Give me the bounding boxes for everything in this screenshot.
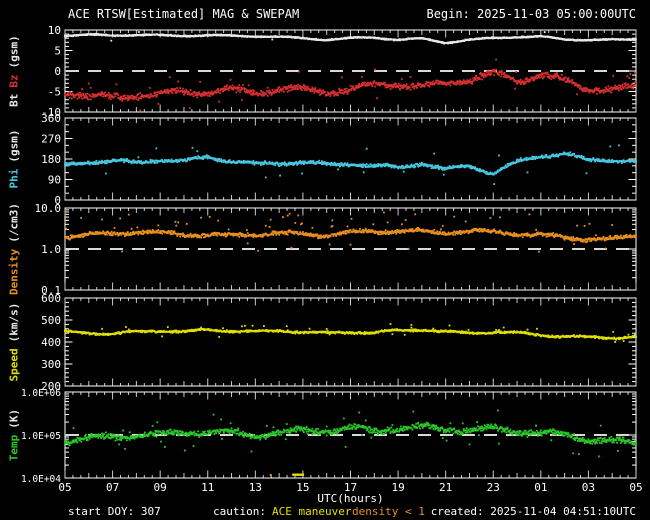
footer-caution-label: caution: [213,505,266,518]
panel-bt-bz: 10 5 0 -5 -10 [41,24,637,119]
y-tick-label: 1.0E+04 [21,474,61,485]
y-tick-label: 400 [41,336,61,349]
y-tick-label: 0 [54,194,61,207]
y-axis-label-part: Density [7,248,21,296]
footer-start-doy: start DOY: 307 [68,505,161,518]
y-tick-label: 1.0E+05 [21,431,61,442]
x-tick-label: 11 [201,481,214,494]
y-tick-label: 0.1 [41,284,61,297]
y-axis-label-part: Phi [7,168,21,189]
y-axis-label-part: (K) [7,408,21,429]
x-tick-label: 17 [344,481,357,494]
y-tick-label: 180 [41,153,61,166]
y-axis-label-part: Bz [7,74,21,88]
y-axis-label-part: (gsm) [7,35,21,69]
series-bt [64,31,637,45]
y-tick-label: 200 [41,380,61,393]
y-tick-label: 5 [54,45,61,58]
y-tick-label: 500 [41,314,61,327]
y-axis-label-speed: Speed (km/s) [8,300,21,385]
y-tick-label: -10 [41,106,61,119]
y-tick-label: 90 [48,174,61,187]
y-tick-label: 600 [41,292,61,305]
y-axis-label-part: (/cm3) [7,202,21,243]
y-tick-label: 360 [41,112,61,125]
x-tick-label: 21 [439,481,452,494]
x-tick-label: 09 [154,481,167,494]
y-axis-label-part: Temp [7,434,21,462]
x-tick-label: 07 [106,481,119,494]
y-tick-label: -5 [48,86,61,99]
x-tick-label: 13 [249,481,262,494]
y-axis-label-bt-bz: Bt Bz (gsm) [8,32,21,110]
y-axis-label-phi: Phi (gsm) [8,127,21,192]
footer-created-timestamp: created: 2025-11-04 04:51:10UTC [430,505,636,518]
y-axis-label-part: Speed [7,348,21,382]
y-tick-label: 10.0 [35,202,62,215]
y-axis-label-part: (gsm) [7,129,21,163]
y-axis-label-density: Density (/cm3) [8,200,21,298]
series-density [64,211,637,253]
ace-maneuver-marker [292,473,305,476]
series-phi [64,144,637,185]
panel-speed: 600 500 400 300 200 [41,292,637,393]
x-tick-label: 19 [391,481,404,494]
footer-maneuver-flag: ACE maneuver [272,505,352,518]
series-speed [64,323,637,343]
y-tick-label: 300 [41,358,61,371]
panel-phi: 360 270 180 90 0 [41,112,637,207]
x-tick-label: 03 [582,481,595,494]
series-temp [64,409,637,458]
footer-density-flag: density < 1 [352,505,425,518]
series-bz [64,58,637,112]
y-tick-label: 1.0 [41,243,61,256]
x-axis-label: UTC(hours) [317,492,384,505]
x-tick-label: 01 [534,481,547,494]
begin-timestamp: Begin: 2025-11-03 05:00:00UTC [426,7,636,21]
density-caution-marker [269,474,272,476]
x-tick-label: 05 [58,481,71,494]
x-tick-label: 05 [629,481,642,494]
y-tick-label: 10 [48,24,61,37]
y-tick-label: 1.0E+06 [21,388,61,399]
y-tick-label: 270 [41,133,61,146]
plot-title: ACE RTSW[Estimated] MAG & SWEPAM [68,7,300,21]
panel-temp: 1.0E+06 1.0E+05 1.0E+04 [21,388,637,485]
x-tick-label: 23 [487,481,500,494]
x-tick-label: 15 [296,481,309,494]
y-axis-label-temp: Temp (K) [8,406,21,464]
y-tick-label: 0 [54,65,61,78]
panel-density: 10.0 1.0 0.1 [35,202,637,297]
y-axis-label-part: Bt [7,93,21,107]
y-axis-label-part: (km/s) [7,302,21,343]
